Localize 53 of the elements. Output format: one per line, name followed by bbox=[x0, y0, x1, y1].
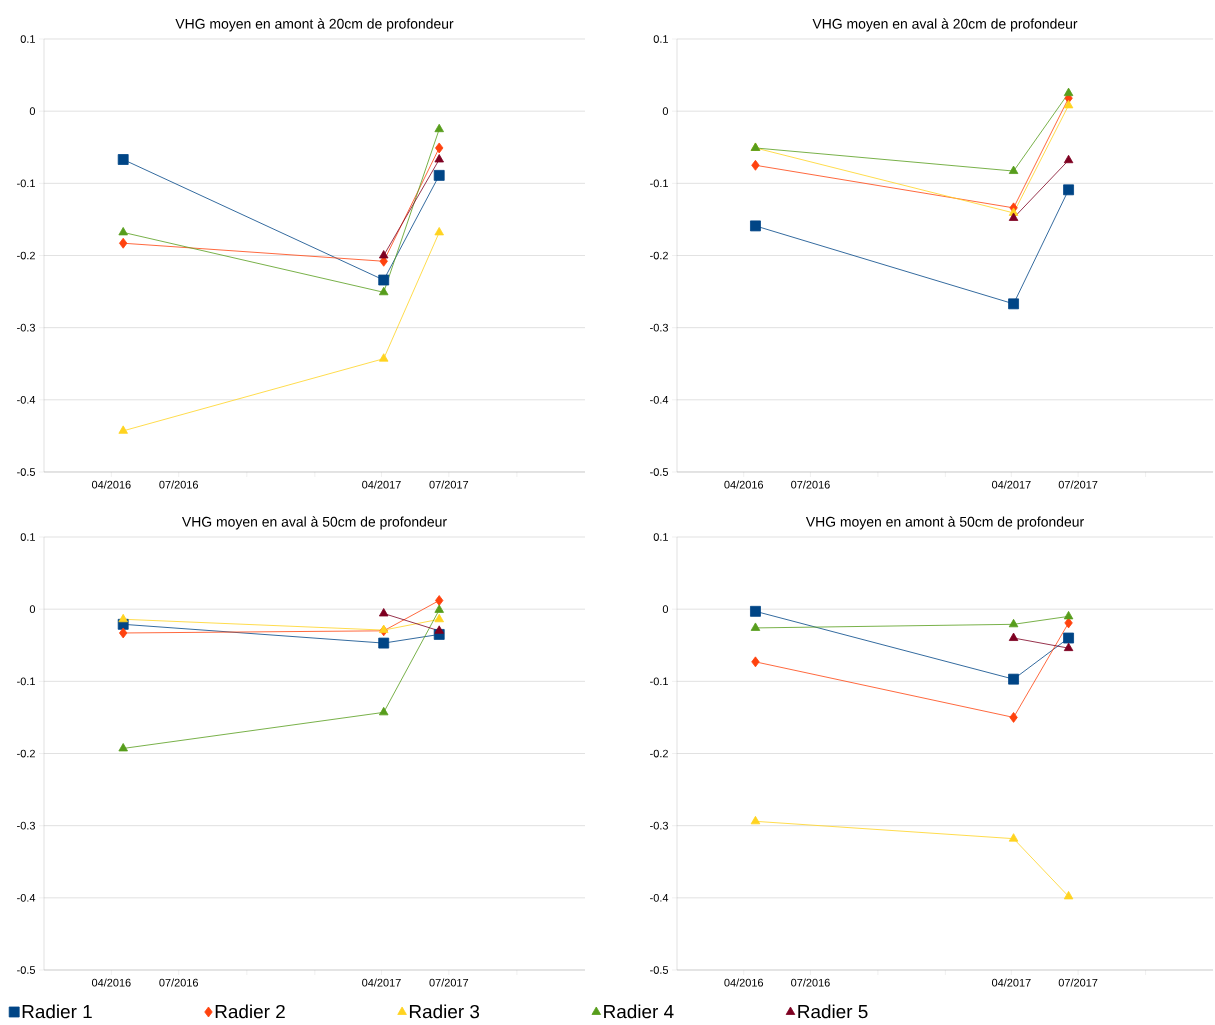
x-tick-label: 04/2017 bbox=[362, 978, 401, 987]
y-tick-label: -0.2 bbox=[650, 251, 668, 260]
y-tick-label: -0.4 bbox=[17, 395, 36, 404]
y-tick-label: -0.3 bbox=[17, 323, 35, 332]
x-tick-label: 07/2017 bbox=[429, 480, 469, 489]
x-tick-label: 04/2016 bbox=[91, 480, 131, 489]
y-tick-label: 0.1 bbox=[20, 35, 35, 43]
chart-title: VHG moyen en amont à 50cm de profondeur bbox=[805, 516, 1084, 530]
x-tick-label: 04/2016 bbox=[724, 978, 764, 987]
x-tick-label: 07/2016 bbox=[791, 978, 830, 987]
y-tick-label: -0.3 bbox=[650, 323, 668, 332]
y-tick-label: 0.1 bbox=[20, 533, 35, 541]
y-tick-label: 0 bbox=[29, 107, 36, 116]
x-tick-label: 07/2016 bbox=[159, 978, 199, 987]
y-tick-label: -0.3 bbox=[17, 821, 35, 830]
y-tick-label: -0.5 bbox=[650, 966, 669, 974]
y-tick-label: -0.1 bbox=[650, 179, 668, 188]
y-tick-label: -0.2 bbox=[17, 749, 35, 758]
legend-label: Radier 2 bbox=[215, 1004, 285, 1019]
y-tick-label: -0.5 bbox=[650, 468, 669, 476]
x-tick-label: 04/2017 bbox=[362, 480, 401, 489]
x-tick-label: 07/2017 bbox=[429, 978, 469, 987]
y-tick-label: 0 bbox=[662, 605, 669, 614]
y-tick-label: 0.1 bbox=[653, 35, 668, 43]
y-tick-label: -0.1 bbox=[17, 179, 35, 188]
legend-label: Radier 3 bbox=[409, 1004, 480, 1019]
legend-label: Radier 5 bbox=[798, 1004, 868, 1019]
x-tick-label: 04/2017 bbox=[991, 978, 1031, 987]
y-tick-label: -0.3 bbox=[650, 821, 668, 830]
y-tick-label: 0.1 bbox=[653, 533, 668, 541]
y-tick-label: 0 bbox=[29, 605, 36, 614]
y-tick-label: 0 bbox=[662, 107, 669, 116]
x-tick-label: 04/2017 bbox=[991, 480, 1031, 489]
x-tick-label: 07/2016 bbox=[791, 480, 830, 489]
legend-label: Radier 1 bbox=[22, 1004, 92, 1019]
y-tick-label: -0.2 bbox=[17, 251, 35, 260]
y-tick-label: -0.4 bbox=[17, 893, 36, 902]
chart-title: VHG moyen en aval à 20cm de profondeur bbox=[812, 18, 1078, 32]
y-tick-label: -0.5 bbox=[17, 966, 36, 974]
x-tick-label: 07/2016 bbox=[159, 480, 199, 489]
y-tick-label: -0.2 bbox=[650, 749, 668, 758]
y-tick-label: -0.1 bbox=[650, 677, 668, 686]
y-tick-label: -0.1 bbox=[17, 677, 35, 686]
x-tick-label: 04/2016 bbox=[91, 978, 131, 987]
x-tick-label: 04/2016 bbox=[724, 480, 764, 489]
y-tick-label: -0.4 bbox=[650, 395, 669, 404]
y-tick-label: -0.5 bbox=[17, 468, 36, 476]
chart-title: VHG moyen en aval à 50cm de profondeur bbox=[181, 516, 447, 530]
x-tick-label: 07/2017 bbox=[1058, 978, 1098, 987]
x-tick-label: 07/2017 bbox=[1058, 480, 1098, 489]
legend-label: Radier 4 bbox=[604, 1004, 674, 1019]
chart-title: VHG moyen en amont à 20cm de profondeur bbox=[175, 18, 454, 32]
y-tick-label: -0.4 bbox=[650, 893, 669, 902]
